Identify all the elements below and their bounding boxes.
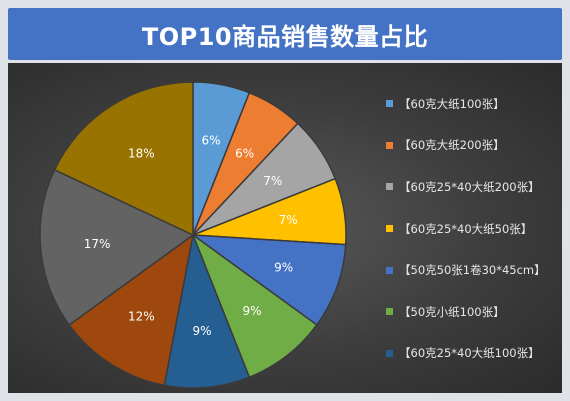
plot-area: 6% 6% 7% 7% 9% 9% 9% 12% 17% 18% 【60克大纸100张】 【60克大… bbox=[8, 63, 562, 393]
legend-swatch bbox=[386, 308, 393, 316]
legend-swatch bbox=[386, 349, 393, 357]
pie-chart: 6% 6% 7% 7% 9% 9% 9% 12% 17% 18% bbox=[39, 81, 347, 389]
legend-swatch bbox=[386, 100, 393, 108]
legend-item-3: 【60克25*40大纸200张】 bbox=[386, 166, 556, 208]
pie-slice-8 bbox=[68, 233, 195, 387]
legend-label: 【50克50张1卷30*45cm】 bbox=[399, 263, 546, 278]
legend-item-1: 【60克大纸100张】 bbox=[386, 83, 556, 125]
legend-swatch bbox=[386, 225, 393, 233]
pie-slice-6 bbox=[191, 232, 318, 379]
legend: 【60克大纸100张】 【60克大纸200张】【60克25*40大纸200张】 【6… bbox=[386, 83, 556, 374]
data-label-1: 6% bbox=[202, 133, 221, 147]
data-label-2: 6% bbox=[235, 147, 254, 161]
legend-label: 【60克25*40大纸100张】 bbox=[399, 346, 540, 361]
data-label-8: 12% bbox=[128, 309, 155, 323]
data-label-10: 18% bbox=[128, 147, 155, 161]
legend-label: 【60克25*40大纸50张】 bbox=[399, 221, 533, 236]
legend-label: 【60克25*40大纸200张】 bbox=[399, 179, 540, 194]
chart-title: TOP10商品销售数量占比 bbox=[8, 8, 562, 60]
data-label-9: 17% bbox=[84, 237, 111, 251]
pie-slice-5 bbox=[190, 234, 347, 326]
data-label-7: 9% bbox=[193, 324, 212, 338]
legend-label: 【60克大纸100张】 bbox=[399, 96, 505, 111]
legend-item-5: 【50克50张1卷30*45cm】 bbox=[386, 249, 556, 291]
data-label-3: 7% bbox=[263, 174, 282, 188]
legend-swatch bbox=[386, 141, 393, 149]
legend-label: 【50克小纸100张】 bbox=[399, 304, 505, 319]
pie-slice-9 bbox=[39, 168, 195, 326]
pie-slice-10 bbox=[53, 81, 194, 237]
legend-item-4: 【60克25*40大纸50张】 bbox=[386, 208, 556, 250]
data-label-4: 7% bbox=[279, 213, 298, 227]
legend-item-2: 【60克大纸200张】 bbox=[386, 125, 556, 167]
legend-swatch bbox=[386, 266, 393, 274]
legend-item-7: 【60克25*40大纸100张】 bbox=[386, 333, 556, 375]
data-label-6: 9% bbox=[243, 304, 262, 318]
legend-swatch bbox=[386, 183, 393, 191]
pie-slice-7 bbox=[163, 232, 251, 389]
legend-item-6: 【50克小纸100张】 bbox=[386, 291, 556, 333]
data-label-5: 9% bbox=[274, 261, 293, 275]
legend-label: 【60克大纸200张】 bbox=[399, 138, 505, 153]
